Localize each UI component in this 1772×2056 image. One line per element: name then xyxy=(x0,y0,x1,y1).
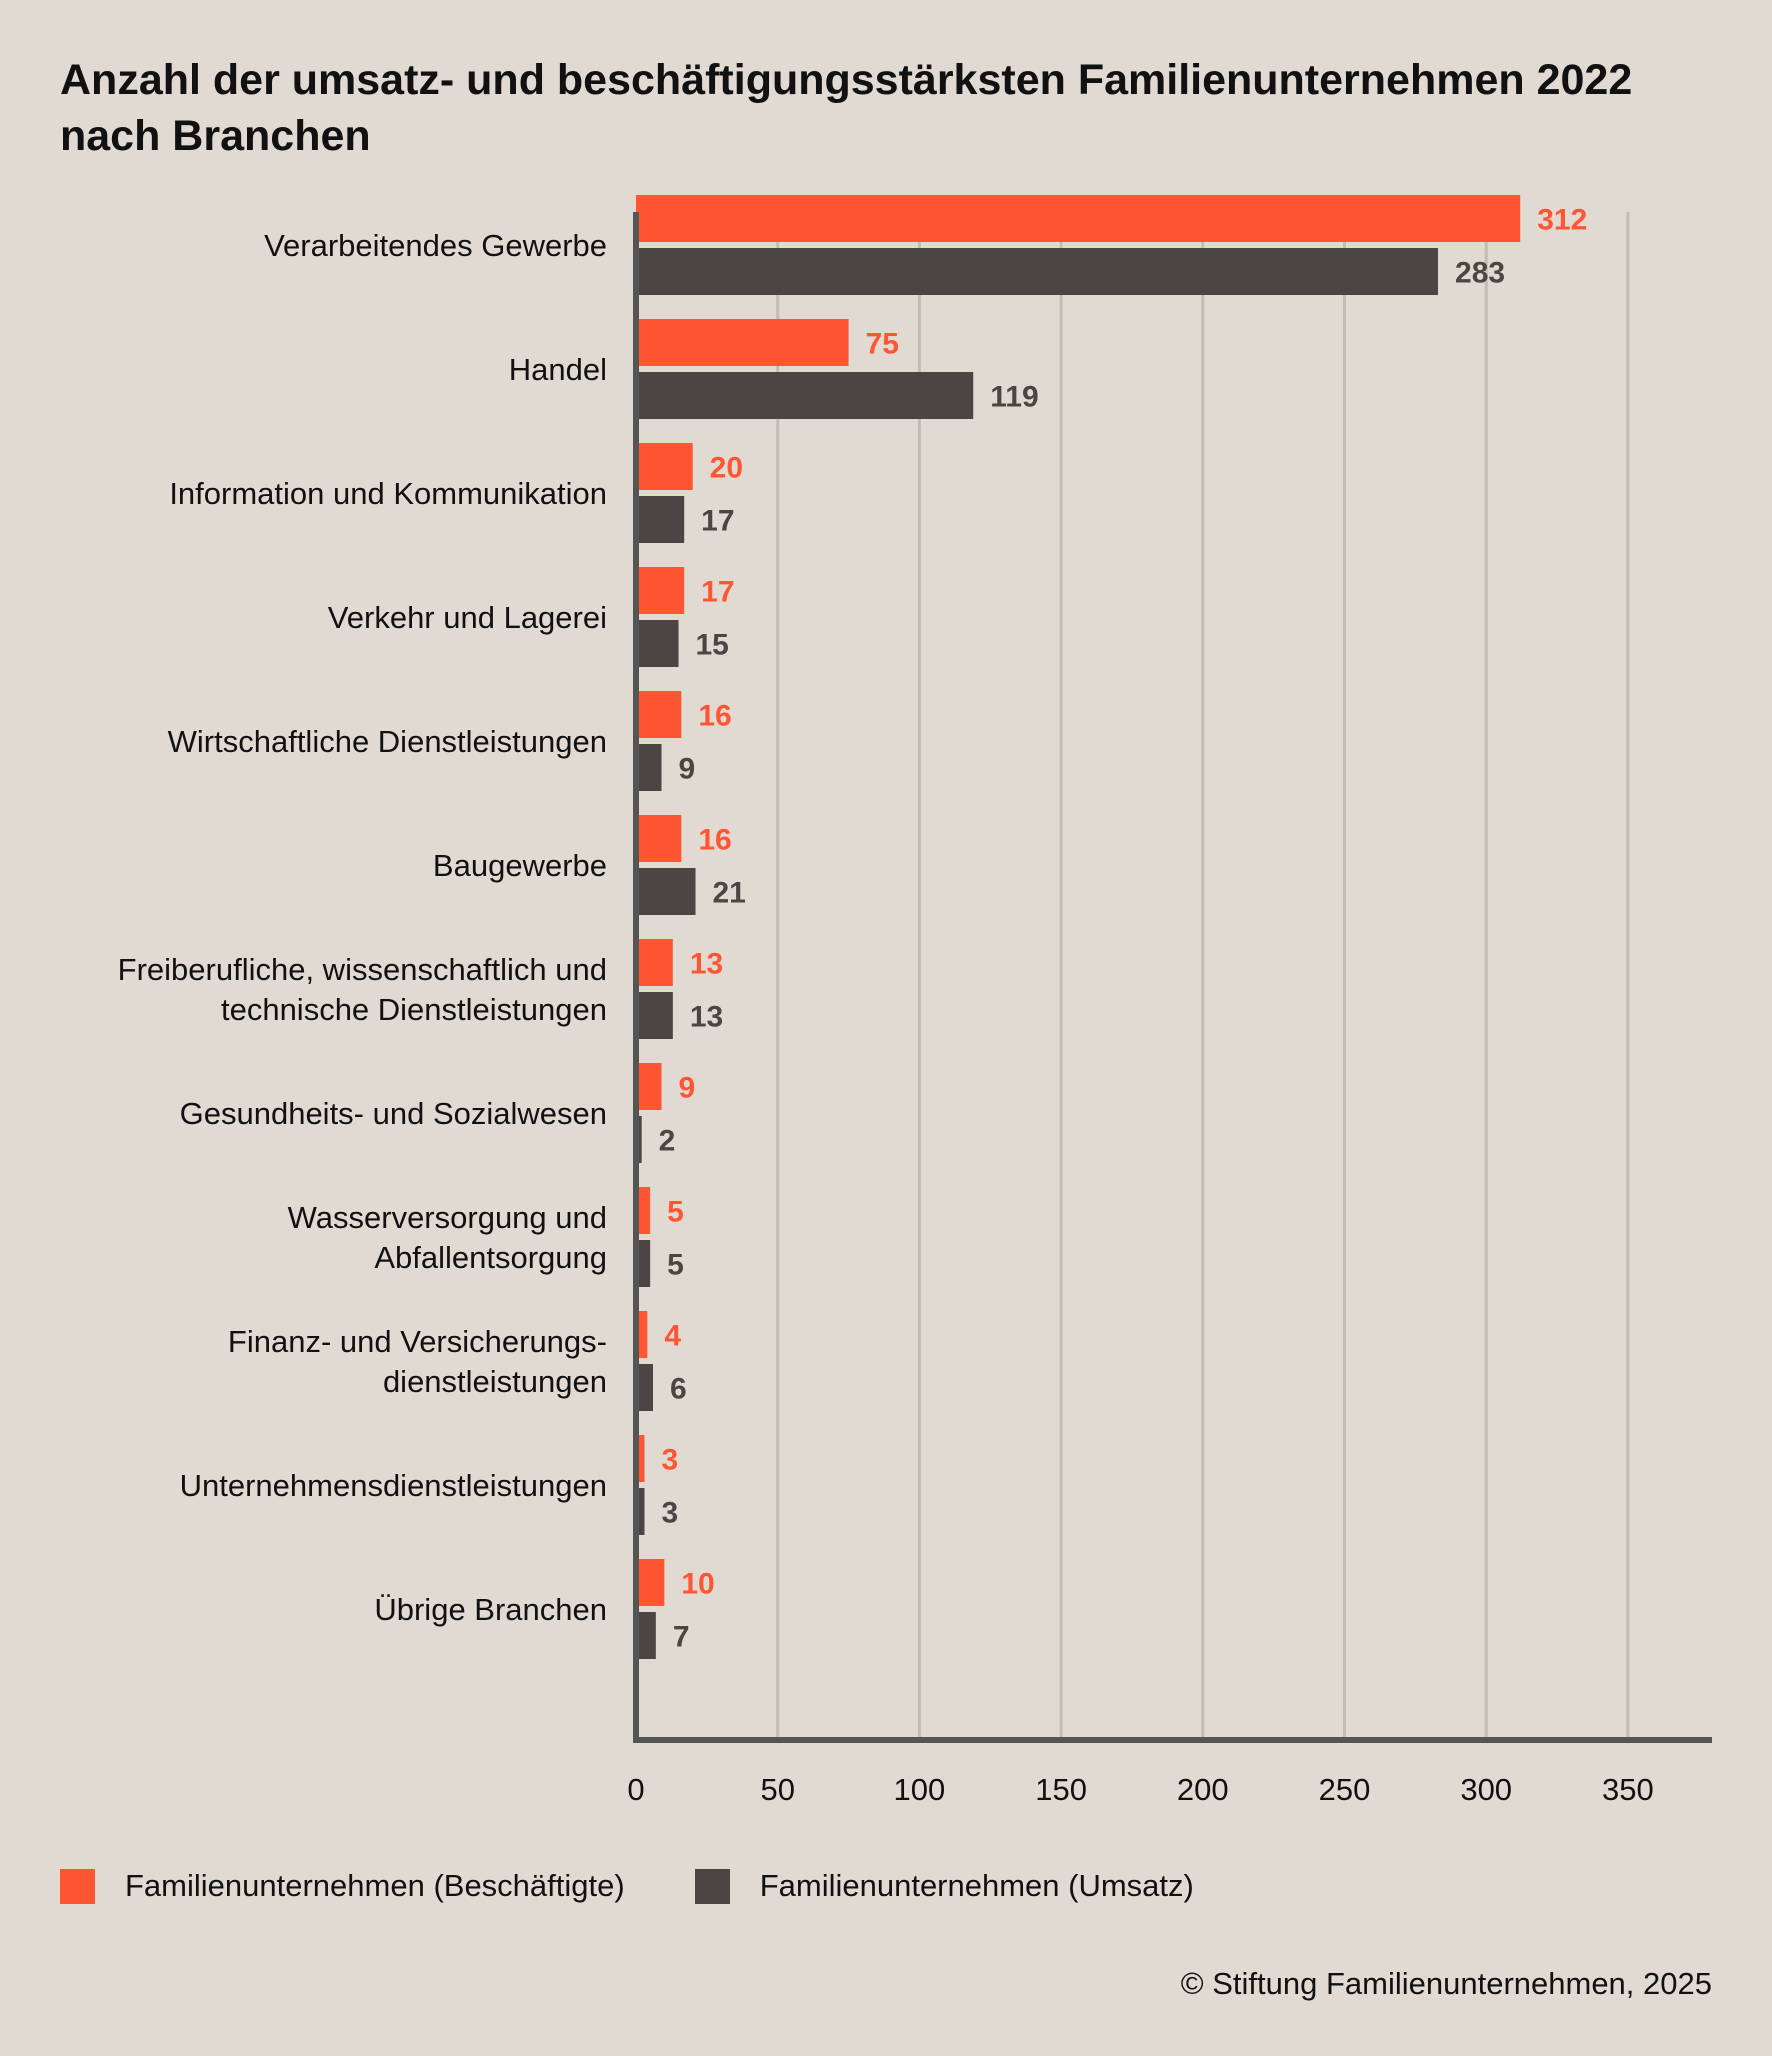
legend-swatch-beschaeftigte xyxy=(60,1868,95,1904)
value-label-umsatz-3: 15 xyxy=(696,629,729,662)
legend-label-umsatz: Familienunternehmen (Umsatz) xyxy=(759,1868,1194,1903)
x-tick-label-200: 200 xyxy=(1177,1772,1229,1807)
value-label-umsatz-6: 13 xyxy=(690,1001,723,1034)
category-label-8-line1: Abfallentsorgung xyxy=(374,1240,607,1275)
bar-umsatz-8 xyxy=(636,1240,651,1287)
bars xyxy=(636,195,1521,1659)
category-label-10: Unternehmensdienstleistungen xyxy=(180,1468,607,1503)
category-label-6-line0: Freiberufliche, wissenschaftlich und xyxy=(118,952,607,987)
legend-item-beschaeftigte: Familienunternehmen (Beschäftigte) xyxy=(60,1868,625,1904)
value-label-beschaeftigte-7: 9 xyxy=(679,1072,696,1105)
x-tick-labels: 0 50 100 150 200 250 300 350 xyxy=(627,1772,1653,1807)
bar-umsatz-9 xyxy=(636,1364,654,1411)
bar-umsatz-5 xyxy=(636,868,696,915)
category-label-6-line1: technische Dienstleistungen xyxy=(221,992,607,1027)
bar-beschaeftigte-1 xyxy=(636,319,849,366)
bar-beschaeftigte-9 xyxy=(636,1311,648,1358)
value-label-beschaeftigte-0: 312 xyxy=(1537,204,1587,237)
bar-beschaeftigte-11 xyxy=(636,1559,665,1606)
value-label-beschaeftigte-4: 16 xyxy=(698,700,731,733)
bar-umsatz-4 xyxy=(636,744,662,791)
value-label-umsatz-8: 5 xyxy=(667,1249,684,1282)
category-label-3: Verkehr und Lagerei xyxy=(328,600,607,635)
bar-umsatz-11 xyxy=(636,1612,656,1659)
bar-beschaeftigte-0 xyxy=(636,195,1521,242)
bar-beschaeftigte-10 xyxy=(636,1435,645,1482)
value-label-beschaeftigte-3: 17 xyxy=(701,576,734,609)
bar-beschaeftigte-3 xyxy=(636,567,685,614)
value-label-beschaeftigte-9: 4 xyxy=(664,1320,681,1353)
x-tick-label-150: 150 xyxy=(1035,1772,1087,1807)
legend-swatch-umsatz xyxy=(694,1868,730,1904)
legend-item-umsatz: Familienunternehmen (Umsatz) xyxy=(694,1868,1194,1904)
value-label-beschaeftigte-1: 75 xyxy=(866,328,899,361)
value-labels: 3122837511920171715169162113139255463310… xyxy=(659,204,1588,1654)
category-label-0: Verarbeitendes Gewerbe xyxy=(264,228,607,263)
legend: Familienunternehmen (Beschäftigte) Famil… xyxy=(60,1868,1264,1904)
legend-label-beschaeftigte: Familienunternehmen (Beschäftigte) xyxy=(125,1868,625,1903)
bar-umsatz-10 xyxy=(636,1488,645,1535)
value-label-umsatz-10: 3 xyxy=(662,1497,679,1530)
gridlines xyxy=(776,212,1630,1740)
bar-beschaeftigte-7 xyxy=(636,1063,662,1110)
value-label-umsatz-0: 283 xyxy=(1455,257,1505,290)
value-label-umsatz-11: 7 xyxy=(673,1621,690,1654)
value-label-umsatz-7: 2 xyxy=(659,1125,676,1158)
value-label-umsatz-9: 6 xyxy=(670,1373,687,1406)
bar-umsatz-3 xyxy=(636,620,679,667)
value-label-umsatz-1: 119 xyxy=(990,381,1038,414)
category-label-9-line1: dienstleistungen xyxy=(383,1364,607,1399)
bar-umsatz-0 xyxy=(636,248,1439,295)
bar-umsatz-6 xyxy=(636,992,673,1039)
category-label-11: Übrige Branchen xyxy=(374,1592,607,1627)
category-label-1: Handel xyxy=(509,352,607,387)
bar-chart: 3122837511920171715169162113139255463310… xyxy=(118,195,1712,1807)
copyright-credit: © Stiftung Familienunternehmen, 2025 xyxy=(1180,1966,1712,2001)
value-label-beschaeftigte-6: 13 xyxy=(690,948,723,981)
bar-beschaeftigte-8 xyxy=(636,1187,651,1234)
category-labels: Verarbeitendes Gewerbe Handel Information … xyxy=(118,228,607,1627)
category-label-2: Information und Kommunikation xyxy=(169,476,607,511)
value-label-beschaeftigte-5: 16 xyxy=(698,824,731,857)
x-tick-label-100: 100 xyxy=(894,1772,946,1807)
value-label-beschaeftigte-8: 5 xyxy=(667,1196,684,1229)
x-tick-label-50: 50 xyxy=(760,1772,794,1807)
value-label-umsatz-4: 9 xyxy=(679,753,696,786)
bar-beschaeftigte-4 xyxy=(636,691,682,738)
category-label-5: Baugewerbe xyxy=(433,848,607,883)
bar-beschaeftigte-6 xyxy=(636,939,673,986)
value-label-umsatz-5: 21 xyxy=(713,877,746,910)
bar-beschaeftigte-2 xyxy=(636,443,693,490)
value-label-umsatz-2: 17 xyxy=(701,505,734,538)
value-label-beschaeftigte-11: 10 xyxy=(681,1568,714,1601)
value-label-beschaeftigte-2: 20 xyxy=(710,452,743,485)
category-label-4: Wirtschaftliche Dienstleistungen xyxy=(168,724,607,759)
category-label-9-line0: Finanz- und Versicherungs- xyxy=(228,1324,607,1359)
x-tick-label-250: 250 xyxy=(1319,1772,1371,1807)
axes xyxy=(633,212,1712,1743)
x-tick-label-350: 350 xyxy=(1602,1772,1654,1807)
category-label-8-line0: Wasserversorgung und xyxy=(288,1200,607,1235)
bar-umsatz-1 xyxy=(636,372,974,419)
x-tick-label-0: 0 xyxy=(627,1772,644,1807)
bar-beschaeftigte-5 xyxy=(636,815,682,862)
value-label-beschaeftigte-10: 3 xyxy=(662,1444,679,1477)
category-label-7: Gesundheits- und Sozialwesen xyxy=(180,1096,607,1131)
x-tick-label-300: 300 xyxy=(1460,1772,1512,1807)
bar-umsatz-2 xyxy=(636,496,685,543)
chart-title: Anzahl der umsatz- und beschäftigungsstä… xyxy=(60,56,1633,160)
